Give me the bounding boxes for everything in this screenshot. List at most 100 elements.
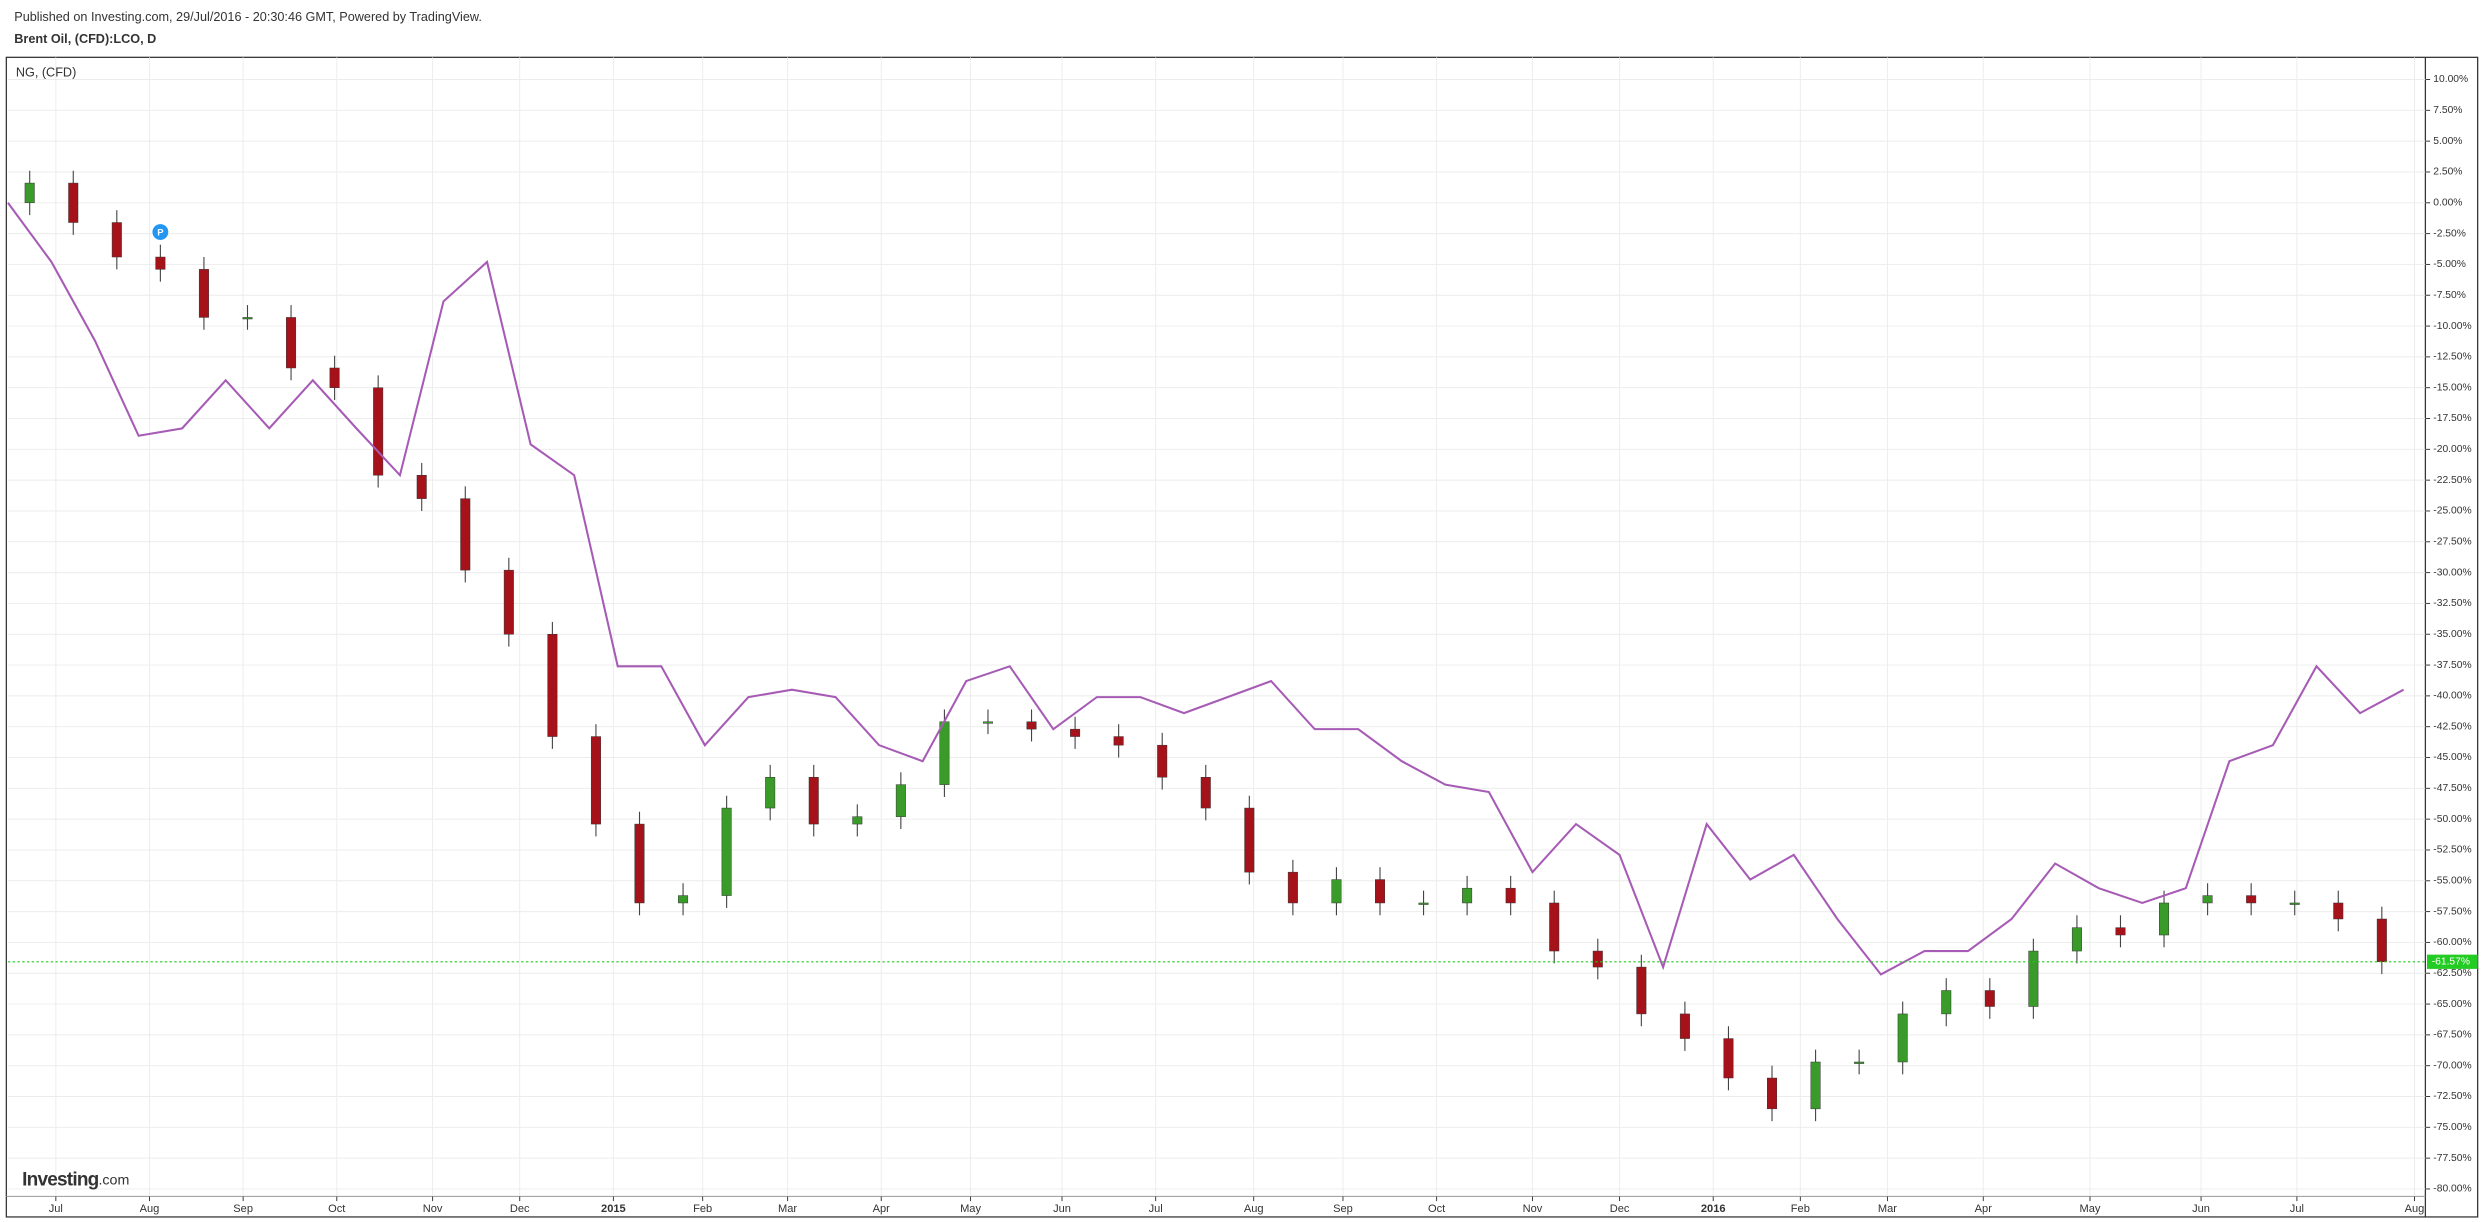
candle-body [634, 823, 645, 904]
y-tick-label: -5.00% [2433, 259, 2466, 270]
last-value-tag [2426, 954, 2478, 969]
candle-body [2159, 902, 2170, 936]
y-tick-label: 7.50% [2433, 105, 2462, 116]
candle-body [808, 776, 819, 825]
y-tick-label: -2.50% [2433, 228, 2466, 239]
y-tick-label: -40.00% [2433, 691, 2471, 702]
candle-body [1157, 744, 1168, 778]
y-tick-label: -27.50% [2433, 537, 2471, 548]
y-tick-label: -32.50% [2433, 598, 2471, 609]
candle-body [2376, 918, 2387, 963]
x-tick-label: 2016 [1701, 1203, 1726, 1215]
candle-body [198, 269, 209, 318]
y-tick-label: -65.00% [2433, 999, 2471, 1010]
logo: Investing.com [22, 1170, 129, 1191]
x-tick-label: Nov [423, 1203, 443, 1215]
x-tick-label: Oct [328, 1203, 345, 1215]
candle-body [416, 474, 427, 499]
candle-body [286, 317, 297, 369]
candle-body [2202, 895, 2213, 904]
x-tick-label: Apr [873, 1203, 891, 1215]
y-tick-label: 10.00% [2433, 74, 2468, 85]
candle-body [982, 721, 993, 724]
candle-body [242, 317, 253, 320]
y-tick-label: -55.00% [2433, 875, 2471, 886]
candle-body [1767, 1077, 1778, 1110]
logo-name: Investing [22, 1170, 98, 1191]
y-tick-label: -7.50% [2433, 290, 2466, 301]
x-tick-label: Jun [2192, 1203, 2210, 1215]
y-tick-label: -77.50% [2433, 1153, 2471, 1164]
candle-body [1287, 871, 1298, 904]
x-tick-label: Sep [1333, 1203, 1353, 1215]
candle-body [1723, 1038, 1734, 1079]
candle-body [1810, 1061, 1821, 1110]
candle-body [1854, 1061, 1865, 1064]
candle-body [1462, 887, 1473, 904]
last-value-label: -61.57% [2432, 956, 2470, 967]
candle-body [678, 895, 689, 904]
x-tick-label: Sep [233, 1203, 253, 1215]
frame [5, 56, 2479, 1218]
candle-body [2115, 927, 2126, 936]
y-tick-label: -42.50% [2433, 721, 2471, 732]
x-tick-label: 2015 [601, 1203, 626, 1215]
candle-body [460, 498, 471, 571]
candle-body [547, 634, 558, 737]
candle-body [155, 256, 166, 270]
y-tick-label: -22.50% [2433, 475, 2471, 486]
event-marker [152, 224, 169, 240]
x-tick-label: Jul [49, 1203, 63, 1215]
x-tick-label: Aug [1244, 1203, 1264, 1215]
candle-body [1679, 1013, 1690, 1039]
y-tick-label: -57.50% [2433, 906, 2471, 917]
x-tick-label: Dec [1610, 1203, 1630, 1215]
x-tick-label: Nov [1523, 1203, 1543, 1215]
x-tick-label: Aug [140, 1203, 160, 1215]
candle-body [1897, 1013, 1908, 1063]
chart-title: Brent Oil, (CFD):LCO, D [14, 32, 156, 46]
x-tick-label: May [2080, 1203, 2101, 1215]
candle-body [590, 736, 601, 825]
candle-body [503, 569, 514, 635]
y-tick-label: -80.00% [2433, 1184, 2471, 1195]
candle-body [765, 776, 776, 809]
candle-body [1244, 807, 1255, 873]
candle-body [1592, 950, 1603, 968]
y-tick-label: -47.50% [2433, 783, 2471, 794]
y-tick-label: -35.00% [2433, 629, 2471, 640]
candle-body [1375, 879, 1385, 904]
ng-line [7, 202, 2405, 976]
x-tick-label: Mar [1878, 1203, 1897, 1215]
logo-suffix: .com [98, 1172, 129, 1188]
candle-body [895, 784, 906, 817]
candle-body [1418, 902, 1429, 905]
y-tick-label: -72.50% [2433, 1091, 2471, 1102]
candle-body [2333, 902, 2344, 920]
grid [7, 57, 2431, 1202]
y-tick-label: -10.00% [2433, 321, 2471, 332]
x-tick-label: Feb [1791, 1203, 1810, 1215]
candle-body [1941, 990, 1952, 1015]
candle-body [24, 182, 35, 204]
legend-entry: NG, (CFD) [16, 66, 76, 80]
y-tick-label: -50.00% [2433, 814, 2471, 825]
candle-body [721, 807, 732, 896]
candle-body [1113, 736, 1124, 746]
x-tick-label: Apr [1975, 1203, 1993, 1215]
candle-body [111, 222, 122, 258]
candle-body [2071, 927, 2082, 952]
candle-body [373, 387, 384, 476]
candle-body [1026, 721, 1037, 730]
y-tick-label: -20.00% [2433, 444, 2471, 455]
candle-body [1636, 966, 1647, 1015]
y-tick-label: -70.00% [2433, 1060, 2471, 1071]
x-tick-label: Jun [1053, 1203, 1071, 1215]
x-tick-label: Mar [778, 1203, 797, 1215]
y-tick-label: 2.50% [2433, 167, 2462, 178]
candle-body [852, 816, 863, 825]
event-marker-label: P [157, 227, 164, 238]
y-tick-label: 0.00% [2433, 198, 2462, 209]
y-tick-label: -67.50% [2433, 1030, 2471, 1041]
x-tick-label: Jul [2290, 1203, 2304, 1215]
